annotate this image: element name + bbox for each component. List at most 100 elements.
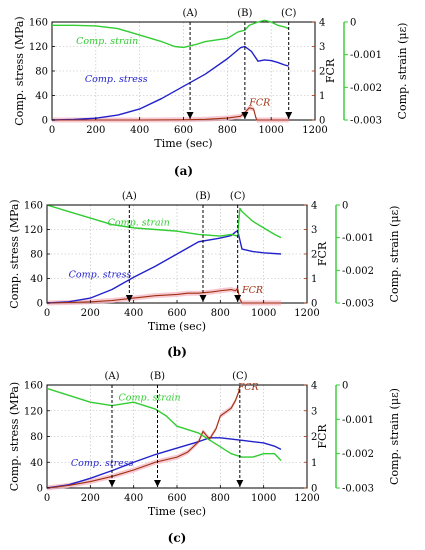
y-tick-label: 80 — [30, 432, 43, 443]
series-line-comp-strain — [52, 19, 289, 49]
series-annotation: Comp. strain — [119, 392, 181, 403]
y3-tick-label: 0 — [350, 18, 356, 29]
x-axis-title: Time (sec) — [148, 505, 206, 518]
x-tick-label: 600 — [167, 493, 186, 504]
series-line-comp-strain — [46, 387, 282, 462]
marker-arrow-icon — [285, 112, 293, 119]
y2-axis-title: FCR — [324, 58, 337, 83]
y2-tick-label: 2 — [311, 250, 317, 261]
y3-tick-label: 0 — [342, 381, 348, 392]
y2-tick-label: 3 — [311, 225, 317, 236]
x-tick-label: 600 — [174, 125, 193, 136]
y-tick-label: 40 — [30, 458, 43, 469]
y3-axis-title: Comp. strain (με) — [396, 23, 409, 120]
y-tick-label: 0 — [37, 299, 43, 310]
y3-tick-label: -0.002 — [342, 266, 374, 277]
y-tick-label: 40 — [30, 274, 43, 285]
x-tick-label: 200 — [86, 125, 105, 136]
x-tick-label: 400 — [130, 125, 149, 136]
x-tick-label: 1200 — [294, 493, 319, 504]
y2-axis-title: FCR — [316, 424, 329, 449]
x-axis-title: Time (sec) — [148, 320, 206, 333]
y-axis-title: Comp. stress (MPa) — [8, 199, 21, 308]
series-annotation: Comp. stress — [85, 74, 148, 85]
marker-arrow-icon — [108, 480, 116, 487]
y2-tick-label: 1 — [311, 458, 317, 469]
y3-axis-title: Comp. strain (με) — [388, 206, 401, 303]
x-tick-label: 1000 — [251, 308, 276, 319]
series-line-fcr — [46, 287, 281, 304]
y2-tick-label: 0 — [311, 484, 317, 495]
y-axis-title: Comp. stress (MPa) — [8, 382, 21, 491]
y3-tick-label: -0.002 — [342, 449, 374, 460]
panel-label: (c) — [168, 531, 187, 545]
x-tick-label: 200 — [81, 493, 100, 504]
y2-tick-label: 0 — [311, 299, 317, 310]
y2-tick-label: 0 — [319, 116, 325, 127]
y2-tick-label: 1 — [311, 274, 317, 285]
series-line-comp-strain — [46, 204, 282, 239]
marker-label: (B) — [195, 191, 210, 202]
x-tick-label: 400 — [124, 308, 143, 319]
series-annotation: Comp. strain — [108, 217, 170, 228]
y-tick-label: 80 — [35, 67, 48, 78]
y3-tick-label: -0.003 — [350, 116, 382, 127]
series-line-fcr — [46, 388, 241, 489]
marker-label: (B) — [237, 8, 252, 19]
y2-tick-label: 3 — [311, 406, 317, 417]
marker-arrow-icon — [125, 295, 133, 302]
x-tick-label: 800 — [218, 125, 237, 136]
x-tick-label: 1000 — [258, 125, 283, 136]
y3-tick-label: 0 — [342, 201, 348, 212]
series-annotation: Comp. stress — [71, 458, 134, 469]
y3-tick-label: -0.001 — [342, 233, 374, 244]
x-tick-label: 200 — [81, 308, 100, 319]
y2-tick-label: 4 — [319, 18, 325, 29]
marker-label: (A) — [104, 371, 119, 382]
panel-label: (b) — [167, 345, 187, 359]
x-tick-label: 1000 — [251, 493, 276, 504]
y2-tick-label: 4 — [311, 201, 317, 212]
y3-tick-label: -0.002 — [350, 83, 382, 94]
x-tick-label: 400 — [124, 493, 143, 504]
y3-tick-label: -0.001 — [350, 50, 382, 61]
marker-arrow-icon — [234, 295, 242, 302]
y2-tick-label: 4 — [311, 381, 317, 392]
panel-label: (a) — [174, 164, 193, 178]
y2-axis-title: FCR — [316, 241, 329, 266]
y-tick-label: 160 — [24, 201, 43, 212]
marker-arrow-icon — [186, 112, 194, 119]
x-tick-label: 600 — [167, 308, 186, 319]
y-tick-label: 120 — [24, 406, 43, 417]
y-tick-label: 80 — [30, 250, 43, 261]
y3-axis-title: Comp. strain (με) — [388, 388, 401, 485]
series-annotation: FCR — [248, 97, 270, 108]
marker-label: (C) — [230, 191, 246, 202]
y3-tick-label: -0.003 — [342, 484, 374, 495]
y2-tick-label: 2 — [311, 432, 317, 443]
marker-arrow-icon — [236, 480, 244, 487]
y2-tick-label: 1 — [319, 91, 325, 102]
marker-label: (A) — [183, 8, 198, 19]
x-tick-label: 800 — [211, 493, 230, 504]
marker-arrow-icon — [199, 295, 207, 302]
x-tick-label: 1200 — [294, 308, 319, 319]
marker-arrow-icon — [241, 112, 249, 119]
series-annotation: FCR — [241, 285, 263, 296]
y-tick-label: 120 — [29, 42, 48, 53]
x-tick-label: 800 — [211, 308, 230, 319]
y-tick-label: 160 — [24, 381, 43, 392]
series-annotation: FCR — [237, 382, 259, 393]
marker-label: (B) — [150, 371, 165, 382]
series-annotation: Comp. stress — [69, 269, 132, 280]
y2-tick-label: 2 — [319, 67, 325, 78]
x-tick-label: 1200 — [302, 125, 327, 136]
y-tick-label: 120 — [24, 225, 43, 236]
x-tick-label: 0 — [44, 493, 50, 504]
x-tick-label: 0 — [44, 308, 50, 319]
series-annotation: Comp. strain — [76, 36, 138, 47]
y-axis-title: Comp. stress (MPa) — [13, 16, 26, 125]
